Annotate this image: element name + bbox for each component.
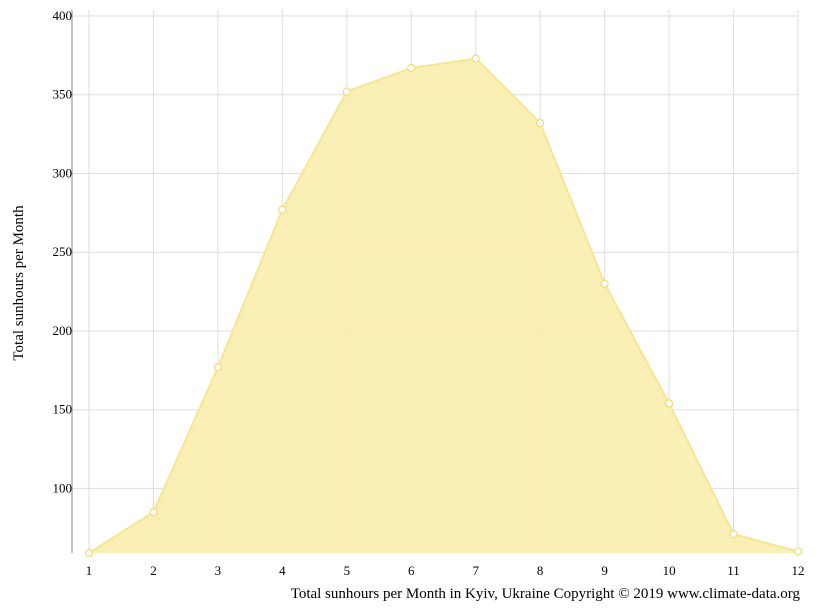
y-tick-label-300: 300: [53, 165, 73, 180]
data-point-2[interactable]: [149, 507, 158, 517]
x-tick-label-5: 5: [344, 563, 351, 578]
x-tick-label-10: 10: [663, 563, 676, 578]
chart-caption: Total sunhours per Month in Kyiv, Ukrain…: [291, 586, 801, 602]
y-axis-title: Total sunhours per Month: [11, 205, 27, 361]
x-tick-label-4: 4: [279, 563, 286, 578]
x-tick-label-7: 7: [472, 563, 479, 578]
x-tick-label-12: 12: [792, 563, 805, 578]
data-point-10[interactable]: [664, 399, 674, 408]
data-point-7[interactable]: [471, 54, 480, 63]
y-tick-label-200: 200: [53, 323, 73, 338]
x-tick-labels: 1 2 3 4 5 6 7 8 9 10 11 12: [86, 563, 805, 578]
data-point-5[interactable]: [342, 87, 351, 96]
data-point-1[interactable]: [84, 548, 94, 558]
y-tick-label-350: 350: [53, 87, 73, 102]
x-tick-label-11: 11: [727, 563, 740, 578]
x-tick-label-3: 3: [215, 563, 222, 578]
data-point-11[interactable]: [729, 530, 738, 539]
y-tick-labels: 100 150 200 250 300 350 400: [53, 8, 73, 495]
y-tick-label-400: 400: [53, 8, 73, 23]
data-point-4[interactable]: [278, 205, 287, 214]
data-point-9[interactable]: [600, 279, 609, 288]
y-tick-label-250: 250: [53, 244, 73, 259]
y-tick-label-150: 150: [53, 402, 73, 417]
y-tick-label-100: 100: [53, 480, 73, 495]
x-tick-label-2: 2: [150, 563, 157, 578]
sunhours-area: [89, 58, 798, 553]
data-point-12[interactable]: [793, 547, 803, 556]
data-points: [84, 54, 803, 558]
x-tick-label-6: 6: [408, 563, 415, 578]
x-tick-label-8: 8: [537, 563, 544, 578]
x-tick-label-1: 1: [86, 563, 93, 578]
data-point-3[interactable]: [213, 363, 223, 372]
data-point-6[interactable]: [407, 63, 416, 73]
sunhours-line: [88, 57, 799, 554]
data-point-8[interactable]: [536, 118, 545, 128]
x-tick-label-9: 9: [601, 563, 608, 578]
